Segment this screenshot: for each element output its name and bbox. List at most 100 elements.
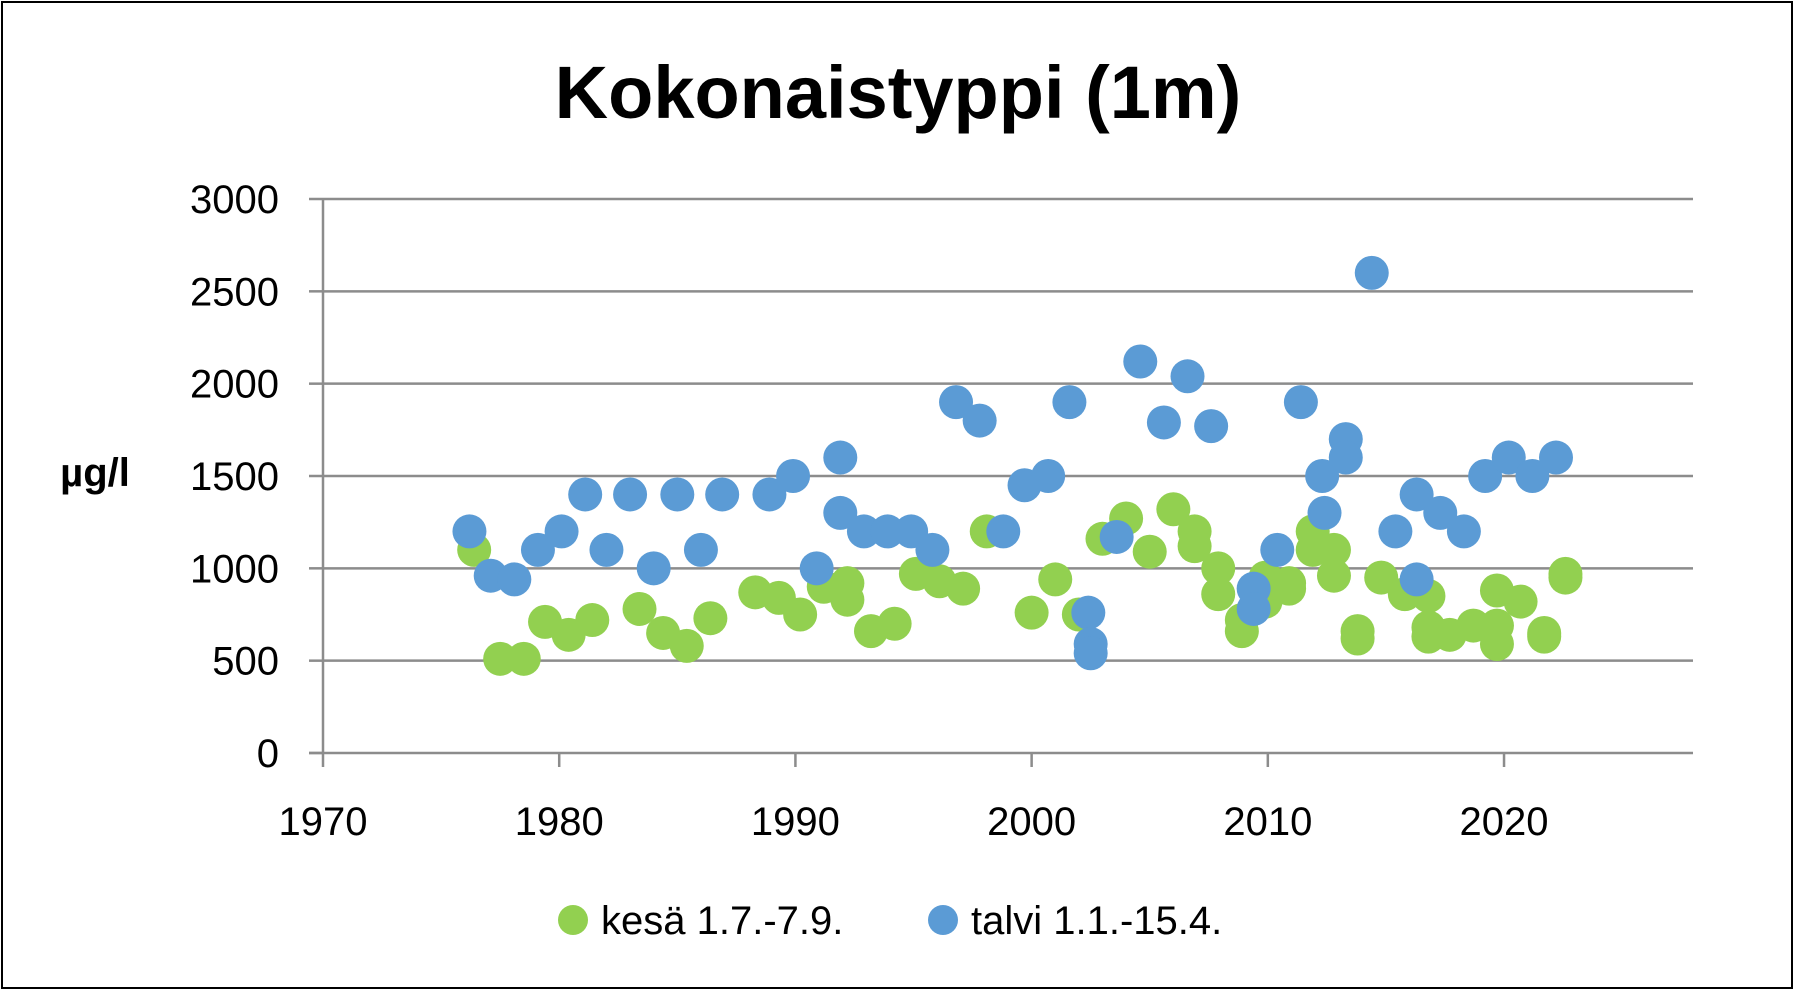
series-1-point-23 [986, 514, 1021, 549]
series-1-point-26 [1052, 385, 1087, 420]
series-1-point-38 [1283, 385, 1318, 420]
axes [309, 197, 1693, 767]
series-1-point-22 [962, 403, 997, 438]
series-1-point-29 [1073, 636, 1108, 671]
series-1-point-37 [1260, 532, 1295, 567]
chart-title: Kokonaistyppi (1m) [555, 51, 1242, 134]
series-1-point-15 [823, 440, 858, 475]
series-1-point-14 [799, 551, 834, 586]
y-tick-label-1000: 1000 [190, 547, 279, 591]
series-0-point-42 [1316, 558, 1351, 593]
legend-marker-1 [928, 905, 958, 935]
series-1-point-8 [636, 551, 671, 586]
series-0-point-22 [1014, 595, 1049, 630]
y-tick-label-3000: 3000 [190, 178, 279, 222]
series-0-point-51 [1456, 608, 1491, 643]
series-1 [452, 255, 1573, 671]
series-0-point-38 [1272, 571, 1307, 606]
series-0-point-12 [783, 597, 818, 632]
series-1-point-45 [1399, 477, 1434, 512]
series-1-point-13 [776, 459, 811, 493]
series-0-point-15 [830, 582, 865, 617]
series-1-point-33 [1170, 359, 1205, 394]
series-1-point-4 [544, 514, 579, 549]
series-1-point-17 [846, 514, 881, 549]
series-0-point-1 [483, 641, 518, 676]
legend-label-1: talvi 1.1.-15.4. [971, 899, 1222, 943]
series-1-point-44 [1378, 514, 1413, 549]
series-0-point-28 [1156, 492, 1191, 527]
series-1-point-48 [1446, 514, 1481, 549]
series-0-point-27 [1132, 534, 1167, 569]
series-0-point-6 [622, 591, 657, 626]
series-1-point-16 [823, 495, 858, 530]
y-tick-label-0: 0 [257, 732, 279, 776]
y-tick-label-2500: 2500 [190, 270, 279, 314]
legend: kesä 1.7.-7.9. talvi 1.1.-15.4. [558, 899, 1222, 943]
series-0-point-45 [1364, 560, 1399, 595]
series-1-point-32 [1146, 405, 1181, 440]
y-axis-label: µg/l [60, 451, 130, 495]
data-points [452, 255, 1583, 676]
series-1-point-51 [1515, 459, 1550, 493]
series-0-point-57 [1527, 619, 1562, 654]
x-tick-label-2020: 2020 [1460, 800, 1549, 844]
series-1-point-40 [1307, 495, 1342, 530]
series-1-point-25 [1031, 459, 1066, 493]
series-1-point-47 [1423, 495, 1458, 530]
series-0-point-55 [1503, 584, 1538, 619]
series-1-point-0 [452, 514, 487, 549]
series-0-point-9 [693, 601, 728, 636]
series-1-point-12 [752, 477, 787, 512]
series-1-point-5 [568, 477, 603, 512]
series-1-point-27 [1071, 595, 1106, 630]
series-0-point-44 [1340, 621, 1375, 656]
x-tick-label-1970: 1970 [279, 800, 368, 844]
series-0-point-5 [575, 603, 610, 638]
series-1-point-39 [1305, 459, 1340, 493]
series-1-point-31 [1123, 344, 1158, 379]
series-1-point-3 [520, 532, 555, 567]
series-1-point-7 [613, 477, 648, 512]
series-0-point-2 [506, 641, 541, 676]
x-tick-label-2000: 2000 [987, 800, 1076, 844]
series-1-point-9 [660, 477, 695, 512]
series-1-point-46 [1399, 562, 1434, 597]
series-0 [457, 492, 1583, 676]
series-0-point-41 [1316, 532, 1351, 567]
y-tick-label-500: 500 [212, 640, 279, 684]
series-1-point-21 [939, 385, 974, 420]
series-0-point-23 [1038, 562, 1073, 597]
series-1-point-2 [497, 562, 532, 597]
series-1-point-34 [1194, 409, 1229, 444]
x-tick-label-1990: 1990 [751, 800, 840, 844]
legend-label-0: kesä 1.7.-7.9. [601, 899, 843, 943]
series-0-point-8 [669, 628, 704, 663]
tick-labels: 0 500 1000 1500 2000 2500 3000 1970 1980 1990 2000… [190, 178, 1549, 844]
series-1-point-6 [589, 532, 624, 567]
series-1-point-10 [683, 532, 718, 567]
series-0-point-54 [1479, 627, 1514, 662]
y-tick-label-2000: 2000 [190, 363, 279, 407]
scatter-chart: Kokonaistyppi (1m) µg/l 0 500 1000 1500 2000… [60, 51, 1693, 943]
gridlines [323, 197, 1693, 662]
series-1-point-50 [1491, 440, 1526, 475]
series-0-point-17 [877, 606, 912, 641]
series-0-point-32 [1201, 577, 1236, 612]
series-1-point-20 [915, 532, 950, 567]
x-tick-label-1980: 1980 [515, 800, 604, 844]
series-1-point-18 [870, 514, 905, 549]
legend-marker-0 [558, 905, 588, 935]
series-1-point-42 [1328, 440, 1363, 475]
series-1-point-49 [1468, 459, 1503, 493]
series-1-point-52 [1539, 440, 1573, 475]
series-1-point-36 [1236, 591, 1271, 626]
x-tick-label-2010: 2010 [1223, 800, 1312, 844]
series-1-point-11 [705, 477, 740, 512]
series-0-point-59 [1548, 560, 1583, 595]
y-tick-label-1500: 1500 [190, 455, 279, 499]
series-0-point-30 [1177, 529, 1212, 564]
series-1-point-30 [1099, 519, 1134, 554]
series-1-point-43 [1354, 255, 1389, 290]
